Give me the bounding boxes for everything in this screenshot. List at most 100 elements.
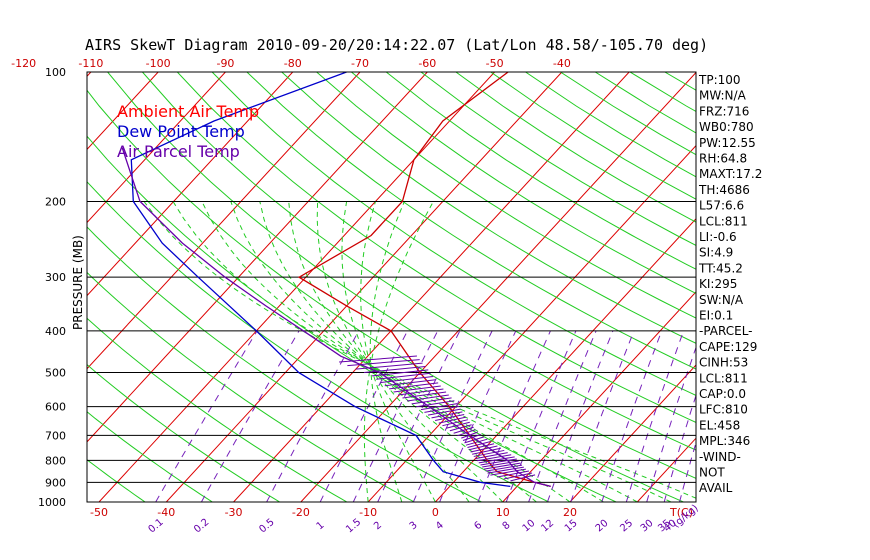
mixing-ratio-tick-label: 2 — [372, 520, 384, 533]
index-item: L57:6.6 — [699, 199, 744, 213]
pressure-tick-label: 300 — [45, 271, 66, 284]
index-item: LI:-0.6 — [699, 230, 737, 244]
dry-adiabat-line — [87, 459, 146, 502]
isotherm-line — [87, 72, 361, 370]
mixing-ratio-tick-label: 3 — [408, 520, 420, 533]
dry-adiabat-line — [839, 72, 870, 502]
index-item: TT:45.2 — [698, 261, 743, 275]
index-item: MAXT:17.2 — [699, 167, 762, 181]
plot-border — [86, 71, 697, 503]
dry-adiabat-line — [87, 317, 348, 502]
mixing-ratio-line — [155, 330, 258, 502]
mixing-ratio-tick-label: 1.5 — [344, 517, 363, 536]
index-item: CINH:53 — [699, 356, 748, 370]
dry-adiabat-line — [525, 72, 696, 178]
cape-hatch — [402, 391, 447, 399]
index-item: KI:295 — [699, 277, 737, 291]
cape-hatch — [416, 400, 455, 408]
cape-hatch — [480, 458, 517, 466]
pressure-tick-label: 600 — [45, 401, 66, 414]
cape-hatch — [483, 462, 521, 470]
mixing-ratio-line — [646, 346, 696, 502]
index-item: MW:N/A — [699, 89, 747, 103]
dry-adiabat-line — [107, 72, 696, 479]
bottom-temp-tick-label: 20 — [563, 506, 577, 519]
dry-adiabat-line — [176, 72, 696, 423]
cape-hatch — [347, 359, 420, 367]
cape-hatch — [468, 443, 495, 451]
mixing-ratio-tick-label: 0.2 — [192, 517, 211, 536]
top-temp-tick-label: -90 — [216, 57, 234, 70]
cape-hatch — [339, 355, 417, 363]
moist-adiabat-line — [369, 201, 405, 502]
cape-hatching — [339, 355, 536, 482]
moist-adiabat-line — [363, 201, 434, 502]
index-item: MPL:346 — [699, 434, 750, 448]
top-temp-tick-label: -60 — [418, 57, 436, 70]
index-item: TP:100 — [698, 73, 741, 87]
cape-hatch — [411, 397, 452, 405]
top-temperature-ticks: -120 -110 -100 -90 -80 -70 -60 -50 -40 — [11, 57, 571, 70]
cape-hatch — [397, 388, 444, 396]
dry-adiabat-line — [211, 72, 696, 396]
mixing-ratio-tick-label: 25 — [618, 518, 635, 535]
pressure-tick-label: 900 — [45, 476, 66, 489]
dewpoint-line — [130, 72, 511, 488]
top-temp-tick-label: -80 — [284, 57, 302, 70]
index-item: NOT — [699, 466, 725, 480]
index-item: TH:4686 — [698, 183, 750, 197]
index-item: SW:N/A — [699, 293, 744, 307]
cape-hatch — [453, 426, 474, 434]
index-item: -PARCEL- — [699, 324, 753, 338]
bottom-temp-tick-label: -40 — [157, 506, 175, 519]
top-temp-tick-label: -50 — [486, 57, 504, 70]
isotherm-line — [435, 218, 696, 502]
dry-adiabat-line — [769, 72, 870, 502]
isotherm-line — [233, 72, 630, 502]
mixing-ratio-tick-label: 6 — [472, 520, 484, 533]
cape-hatch — [371, 369, 429, 377]
cape-hatch — [376, 372, 431, 380]
cape-hatch — [496, 470, 530, 478]
dry-adiabat-line — [0, 72, 78, 502]
isotherm-line — [569, 364, 696, 502]
mixing-ratio-line — [625, 330, 685, 502]
isotherm-line — [87, 72, 159, 151]
dry-adiabat-line — [804, 72, 870, 502]
isotherm-line — [300, 72, 696, 502]
cape-hatch — [393, 385, 441, 393]
isotherm-line — [502, 291, 696, 502]
top-temp-tick-label: -110 — [78, 57, 103, 70]
cape-hatch — [457, 429, 476, 437]
cape-hatch — [478, 456, 515, 464]
mixing-ratio-line — [601, 330, 663, 502]
cape-hatch — [435, 413, 465, 421]
mixing-ratio-tick-label: 8 — [501, 520, 513, 533]
mixing-ratio-tick-label: 1 — [315, 520, 327, 533]
index-item: LCL:811 — [699, 214, 748, 228]
pressure-tick-label: 700 — [45, 429, 66, 442]
cape-hatch — [355, 362, 423, 370]
index-item: EI:0.1 — [699, 309, 733, 323]
moist-adiabat-line — [360, 201, 436, 502]
cape-hatch — [470, 445, 498, 453]
cape-hatch — [487, 466, 524, 474]
isotherm-line — [0, 72, 24, 502]
dry-adiabat-line — [87, 226, 482, 502]
cape-hatch — [472, 447, 501, 455]
dry-adiabat-line — [385, 72, 696, 270]
isotherm-line — [839, 72, 870, 502]
cape-hatch — [449, 424, 472, 432]
top-temp-tick-label: -120 — [11, 57, 36, 70]
isotherm-line — [772, 72, 870, 502]
chart-title: AIRS SkewT Diagram 2010-09-20/20:14:22.0… — [85, 36, 708, 54]
moist-adiabat-line — [201, 201, 638, 502]
dry-adiabat-line — [87, 89, 684, 502]
cape-hatch — [389, 382, 439, 390]
cape-hatch — [438, 416, 467, 424]
index-item: AVAIL — [699, 481, 733, 495]
mixing-ratio-tick-label: 12 — [539, 518, 556, 535]
index-item: SI:4.9 — [699, 246, 733, 260]
cape-hatch — [467, 441, 491, 448]
